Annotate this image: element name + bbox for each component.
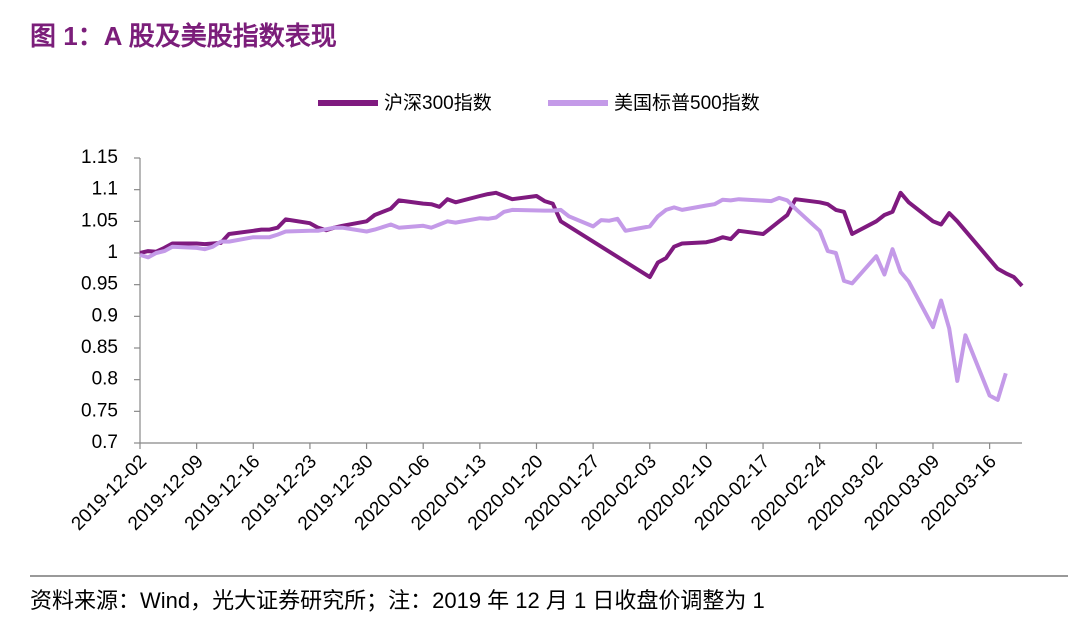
y-tick-label: 1.15: [81, 147, 118, 168]
y-tick-label: 1: [107, 242, 118, 263]
legend-label: 沪深300指数: [384, 92, 492, 114]
y-tick-label: 1.05: [81, 210, 118, 231]
y-tick-label: 0.7: [92, 432, 118, 453]
legend-label: 美国标普500指数: [614, 92, 760, 114]
y-tick-label: 0.75: [81, 400, 118, 421]
y-tick-label: 0.85: [81, 337, 118, 358]
series-line: [139, 190, 1024, 288]
chart-title: 图 1：A 股及美股指数表现: [30, 21, 337, 51]
source-note: 资料来源：Wind，光大证券研究所；注：2019 年 12 月 1 日收盘价调整…: [30, 588, 765, 613]
series-line: [139, 195, 1008, 402]
y-tick-label: 0.8: [92, 369, 118, 390]
y-tick-label: 1.1: [92, 179, 118, 200]
y-tick-label: 0.9: [92, 305, 118, 326]
y-tick-label: 0.95: [81, 274, 118, 295]
